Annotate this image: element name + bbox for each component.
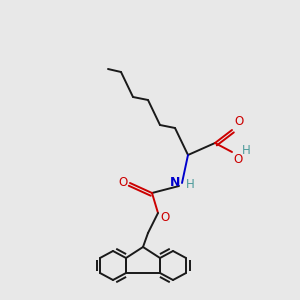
Text: O: O: [233, 153, 242, 166]
Text: O: O: [119, 176, 128, 190]
Text: H: H: [186, 178, 195, 191]
Text: O: O: [160, 211, 169, 224]
Text: O: O: [234, 115, 243, 128]
Text: N: N: [169, 176, 180, 188]
Text: H: H: [242, 143, 251, 157]
